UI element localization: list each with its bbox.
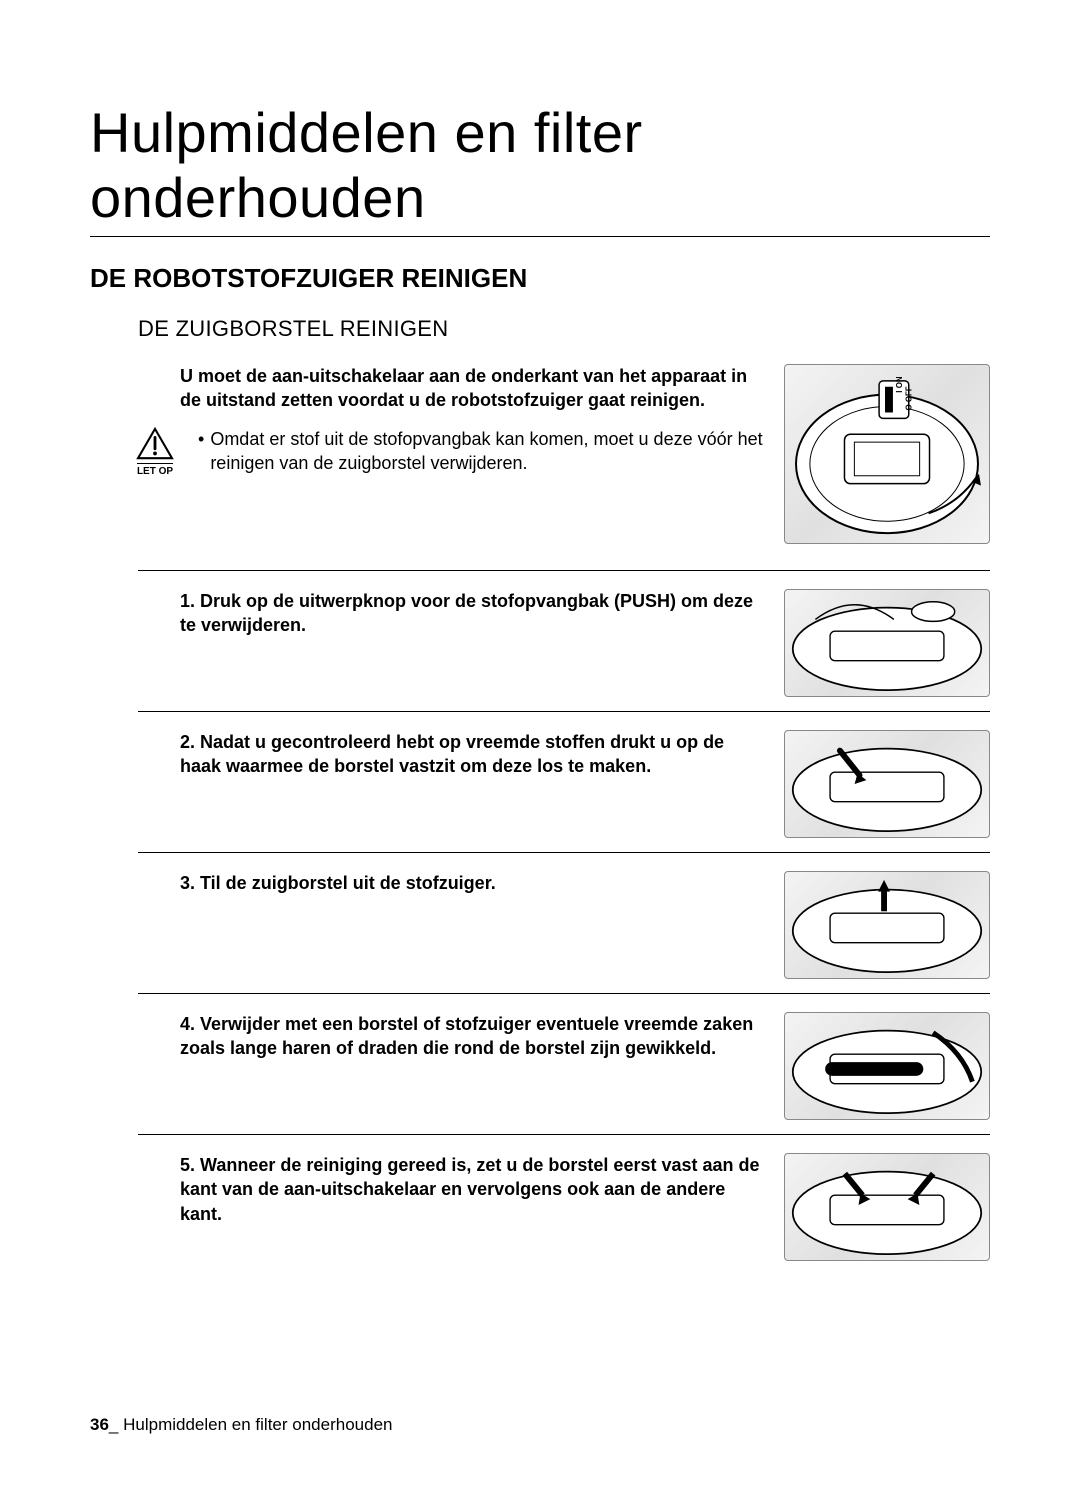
intro-text-area: U moet de aan-uitschakelaar aan de onder… [138, 364, 784, 477]
step-illustration [784, 871, 990, 979]
clean-brush-with-vacuum-icon [785, 1013, 989, 1119]
intro-block: U moet de aan-uitschakelaar aan de onder… [138, 364, 990, 544]
unlock-brush-hook-icon [785, 731, 989, 837]
section-body: DE ZUIGBORSTEL REINIGEN U moet de aan-ui… [138, 316, 990, 1275]
caution-text: • Omdat er stof uit de stofopvangbak kan… [198, 427, 764, 476]
caution-icon: LET OP [130, 427, 180, 477]
step-text: 5. Wanneer de reiniging gereed is, zet u… [138, 1153, 784, 1226]
step-illustration [784, 1153, 990, 1261]
step-illustration [784, 589, 990, 697]
running-title: Hulpmiddelen en filter onderhouden [123, 1415, 392, 1434]
robot-bottom-view-icon: I ON O OFF [785, 365, 989, 543]
step: 2. Nadat u gecontroleerd hebt op vreemde… [138, 711, 990, 852]
page-number: 36 [90, 1415, 109, 1434]
intro-warning-text: U moet de aan-uitschakelaar aan de onder… [180, 364, 764, 413]
chapter-title: Hulpmiddelen en filter onderhouden [90, 100, 990, 237]
step: 3. Til de zuigborstel uit de stofzuiger. [138, 852, 990, 993]
steps-list: 1. Druk op de uitwerpknop voor de stofop… [138, 570, 990, 1275]
caution-row: LET OP • Omdat er stof uit de stofopvang… [180, 427, 764, 477]
switch-off-label: O OFF [905, 386, 914, 410]
step: 5. Wanneer de reiniging gereed is, zet u… [138, 1134, 990, 1275]
caution-label: LET OP [137, 463, 173, 477]
step-text: 2. Nadat u gecontroleerd hebt op vreemde… [138, 730, 784, 779]
dust-bin-eject-icon [785, 590, 989, 696]
step-text: 3. Til de zuigborstel uit de stofzuiger. [138, 871, 784, 895]
caution-body: Omdat er stof uit de stofopvangbak kan k… [210, 427, 764, 476]
switch-on-label: I ON [895, 376, 904, 393]
bullet-icon: • [198, 427, 204, 476]
reinstall-brush-icon [785, 1154, 989, 1260]
warning-triangle-icon [135, 427, 175, 461]
intro-illustration: I ON O OFF [784, 364, 990, 544]
step-illustration [784, 1012, 990, 1120]
step-text: 1. Druk op de uitwerpknop voor de stofop… [138, 589, 784, 638]
lift-out-brush-icon [785, 872, 989, 978]
step: 4. Verwijder met een borstel of stofzuig… [138, 993, 990, 1134]
manual-page: Hulpmiddelen en filter onderhouden DE RO… [0, 0, 1080, 1495]
step-text: 4. Verwijder met een borstel of stofzuig… [138, 1012, 784, 1061]
footer-separator: _ [109, 1415, 118, 1434]
step: 1. Druk op de uitwerpknop voor de stofop… [138, 570, 990, 711]
page-footer: 36_ Hulpmiddelen en filter onderhouden [90, 1415, 990, 1435]
subsection-title: DE ZUIGBORSTEL REINIGEN [138, 316, 990, 342]
step-illustration [784, 730, 990, 838]
section-title: DE ROBOTSTOFZUIGER REINIGEN [90, 263, 990, 294]
